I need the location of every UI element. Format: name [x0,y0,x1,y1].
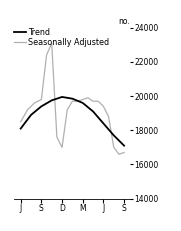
Text: no.: no. [119,17,130,26]
Legend: Trend, Seasonally Adjusted: Trend, Seasonally Adjusted [14,28,109,47]
